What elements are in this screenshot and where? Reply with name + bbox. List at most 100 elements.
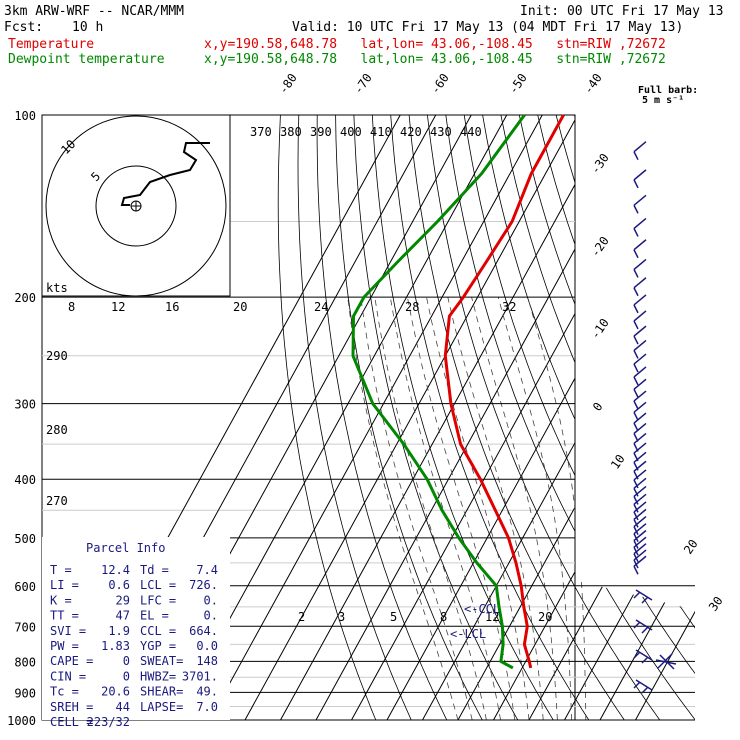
isobar-label-300: 300 [14,398,36,412]
wind-barb [633,353,647,373]
isotherm-0 [457,115,695,720]
wind-barb-low [633,619,653,634]
isobar-label-500: 500 [14,532,36,546]
isobar-label-400: 400 [14,473,36,487]
wind-barb [633,239,647,259]
mixing-ratio-label: 32 [502,300,516,314]
isotherm-label: -10 [588,316,612,342]
hodograph-unit: kts [46,281,68,295]
mixing-ratio-low-label: 12 [485,610,499,624]
parcel-box-bg [42,537,230,720]
theta-e-label: 410 [370,125,392,139]
moist-adiabat-12 [389,297,501,720]
wind-barb [633,501,647,521]
parcel-label: T = [50,563,72,577]
isotherm-label: -40 [581,71,605,97]
dry-adiabat-370 [500,115,695,720]
parcel-label: Td = [140,563,169,577]
parcel-label: HWBZ= [140,669,176,683]
parcel-value: 1.9 [108,624,130,638]
theta-e-label: 370 [250,125,272,139]
wind-barb [633,460,647,480]
isobar-label-700: 700 [14,620,36,634]
isobar-label-1000: 1000 [7,714,36,728]
isobar-label-100: 100 [14,109,36,123]
parcel-label: LCL = [140,578,176,592]
dry-adiabat-360 [482,115,695,720]
dry-adiabat-320 [408,115,625,720]
parcel-value: 12.4 [101,563,130,577]
wind-barb-low [633,649,653,664]
dry-adiabat-290 [353,115,519,720]
isobar-label-200: 200 [14,291,36,305]
parcel-label: SREH = [50,700,93,714]
parcel-label: CCL = [140,624,176,638]
lcl-marker: <-LCL [450,627,486,641]
mixing-ratio-low-label: 2 [298,610,305,624]
isotherm--20 [386,115,695,720]
hodograph-ring [45,115,227,297]
wind-barb [633,141,647,161]
parcel-title: Parcel Info [86,541,165,555]
ccl-marker: <-CCL [464,602,500,616]
temperature-legend: Temperature [8,37,95,52]
parcel-value: 0 [123,654,130,668]
parcel-value: 0.0 [196,639,218,653]
isotherm--70 [209,115,543,720]
hodograph-trace [120,142,210,206]
model-title: 3km ARW-WRF -- NCAR/MMM [4,4,185,19]
isotherm-label: -50 [506,71,530,97]
dry-adiabat-450 [647,115,695,720]
mixing-ratio-low-label: 3 [338,610,345,624]
parcel-label: EL = [140,609,169,623]
isotherm-20 [528,115,695,720]
wind-barb-low [633,679,653,694]
wind-barb [633,339,647,359]
wind-barb [633,217,647,237]
parcel-label: LFC = [140,593,176,607]
parcel-value: 7.0 [196,700,218,714]
wind-barb [633,523,647,542]
isotherm-label: -20 [588,234,612,260]
theta-e-label: 400 [340,125,362,139]
isobar-label-900: 900 [14,686,36,700]
wind-barb [633,555,647,575]
parcel-label: LAPSE= [140,700,183,714]
wind-barb [633,294,647,314]
parcel-label: TT = [50,609,79,623]
parcel-value: 44 [116,700,130,714]
wind-barb [633,194,647,214]
moist-adiabat-4 [360,297,473,720]
isotherm--60 [244,115,579,720]
isotherm-50 [635,115,695,720]
dry-adiabat-430 [610,115,695,720]
isotherm-30 [564,115,695,720]
sounding-traces [351,114,565,670]
parcel-label: SVI = [50,624,86,638]
dry-adiabat-label: 270 [46,494,68,508]
dewpoint-line [351,114,526,670]
isotherm-40 [599,115,695,720]
mixing-ratio-label: 24 [314,300,328,314]
moist-adiabat-36 [527,296,587,720]
mixing-ratio-low-label: 20 [538,610,552,624]
parcel-label: Tc = [50,685,79,699]
wind-barb-low [633,589,653,604]
parcel-value: 726. [189,578,218,592]
mixing-ratio-label: 28 [405,300,419,314]
wind-barb [633,477,647,497]
wind-barb [633,378,647,398]
isotherm-label: 10 [608,452,628,472]
parcel-label: PW = [50,639,79,653]
isobar-label-800: 800 [14,655,36,669]
isobar-label-600: 600 [14,580,36,594]
parcel-label: YGP = [140,639,176,653]
isotherm-label: 30 [706,594,726,614]
parcel-info-box: Parcel Info T = 12.4 Td = 7.4 LI = 0.6 LCL = 726… [42,537,230,729]
parcel-label: CAPE = [50,654,93,668]
dry-adiabat-250 [277,115,377,720]
mixing-ratio-label: 20 [233,300,247,314]
parcel-value: 20.6 [101,685,130,699]
